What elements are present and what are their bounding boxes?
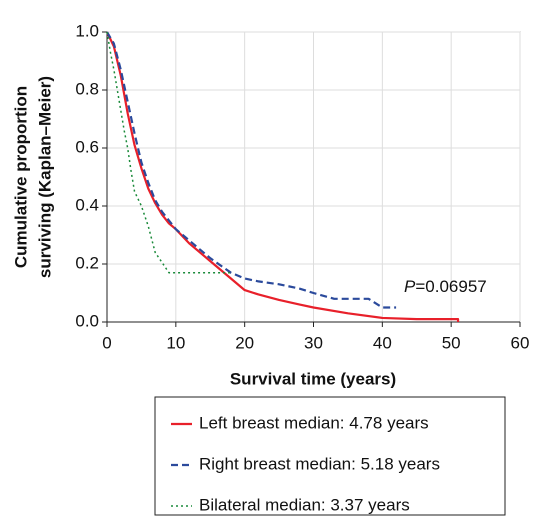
legend-label: Bilateral median: 3.37 years [199,495,410,514]
p-value-annotation: P=0.06957 [404,277,487,296]
survival-curve [106,31,231,274]
legend-box [154,396,506,516]
y-tick-label: 0.2 [75,253,99,272]
legend-label: Right breast median: 5.18 years [199,454,440,473]
x-axis-label: Survival time (years) [230,369,396,388]
y-tick-label: 0.4 [75,195,99,214]
y-tick-label: 1.0 [75,21,99,40]
x-tick-label: 60 [511,333,530,352]
y-tick-label: 0.0 [75,311,99,330]
x-tick-label: 20 [235,333,254,352]
x-tick-label: 40 [373,333,392,352]
y-axis-label: surviving (Kaplan–Meier) [35,76,54,278]
y-tick-label: 0.8 [75,79,99,98]
survival-curve [106,31,460,322]
y-tick-label: 0.6 [75,137,99,156]
survival-curve [106,31,397,309]
legend-label: Left breast median: 4.78 years [199,413,429,432]
x-tick-label: 50 [442,333,461,352]
y-axis-label: Cumulative proportion [11,86,30,268]
x-tick-label: 10 [166,333,185,352]
x-tick-label: 30 [304,333,323,352]
x-tick-label: 0 [102,333,111,352]
